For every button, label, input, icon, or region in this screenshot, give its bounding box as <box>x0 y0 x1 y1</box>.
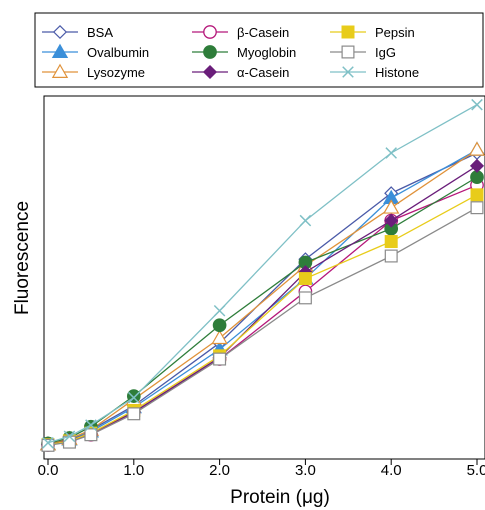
x-tick-label: 1.0 <box>123 462 144 479</box>
legend-box <box>34 12 484 88</box>
data-point <box>63 430 76 443</box>
legend-marker <box>341 25 355 39</box>
legend-label: IgG <box>375 45 396 60</box>
legend-item: Pepsin <box>330 25 415 40</box>
legend-label: BSA <box>87 25 113 40</box>
data-point <box>85 419 97 431</box>
x-tick-label: 4.0 <box>381 462 402 479</box>
data-point <box>84 428 98 442</box>
series-layer <box>39 98 485 452</box>
legend-item: β-Casein <box>192 25 289 40</box>
data-point <box>470 188 484 202</box>
legend-item: IgG <box>330 45 396 60</box>
plot-frame <box>43 95 485 460</box>
legend-marker <box>52 24 68 40</box>
data-point <box>212 318 227 333</box>
data-point <box>213 352 227 366</box>
legend-marker <box>51 43 69 58</box>
data-point <box>213 304 226 317</box>
legend-item: Histone <box>330 65 419 80</box>
legend-marker <box>203 45 217 59</box>
x-axis: 0.0 1.0 2.0 3.0 4.0 5.0 <box>38 459 485 479</box>
data-point <box>384 249 398 263</box>
legend-label: α-Casein <box>237 65 289 80</box>
legend-item: Ovalbumin <box>42 43 149 60</box>
data-point <box>385 147 398 159</box>
series-8 <box>42 98 483 449</box>
series-line <box>47 152 478 446</box>
x-tick-label: 2.0 <box>209 462 230 479</box>
data-point <box>127 407 141 421</box>
legend: BSA Ovalbumin Lysozyme β-Casein Myoglobin α-C… <box>34 12 484 88</box>
series-line <box>47 149 478 446</box>
data-point <box>41 438 55 452</box>
legend-marker <box>341 45 355 59</box>
data-point <box>383 199 400 214</box>
legend-label: β-Casein <box>237 25 289 40</box>
data-point <box>471 98 483 111</box>
y-axis-title: Fluorescence <box>12 201 33 315</box>
data-point <box>299 214 312 227</box>
data-point <box>468 141 485 156</box>
x-tick-label: 3.0 <box>295 462 316 479</box>
x-tick-label: 0.0 <box>38 462 59 479</box>
x-axis-title: Protein (μg) <box>230 487 330 508</box>
data-point <box>384 235 398 249</box>
legend-label: Myoglobin <box>237 45 296 60</box>
series-line <box>47 165 478 446</box>
data-point <box>298 291 312 305</box>
data-point <box>127 391 140 404</box>
series-2 <box>39 141 485 451</box>
legend-item: Lysozyme <box>42 63 145 80</box>
legend-marker <box>202 64 218 80</box>
series-line <box>47 194 478 446</box>
series-0 <box>40 145 485 452</box>
series-5 <box>40 158 485 452</box>
legend-marker <box>203 25 217 39</box>
legend-label: Pepsin <box>375 25 415 40</box>
data-point <box>211 329 228 345</box>
series-4 <box>41 170 484 451</box>
legend-marker <box>51 63 69 78</box>
data-point <box>384 213 399 228</box>
legend-label: Ovalbumin <box>87 45 149 60</box>
series-line <box>47 207 478 446</box>
series-6 <box>41 188 484 452</box>
data-point <box>42 436 54 449</box>
data-point <box>470 201 484 215</box>
series-1 <box>39 141 485 451</box>
data-point <box>469 158 485 173</box>
legend-item: α-Casein <box>192 64 289 80</box>
legend-marker <box>342 66 354 78</box>
legend-item: Myoglobin <box>192 45 296 60</box>
x-tick-label: 5.0 <box>467 462 485 479</box>
data-point <box>298 272 312 286</box>
legend-label: Lysozyme <box>87 65 145 80</box>
legend-item: BSA <box>42 24 113 40</box>
series-line <box>47 104 478 444</box>
legend-label: Histone <box>375 65 419 80</box>
series-line <box>47 176 478 445</box>
